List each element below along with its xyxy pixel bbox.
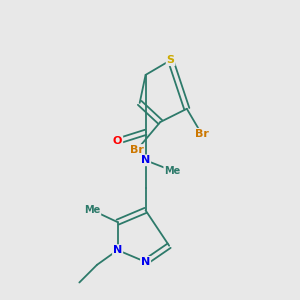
Text: O: O — [113, 136, 122, 146]
Text: Br: Br — [130, 145, 144, 155]
Text: N: N — [141, 155, 150, 165]
Text: Br: Br — [195, 129, 208, 139]
Text: N: N — [141, 257, 150, 267]
Text: Me: Me — [164, 166, 180, 176]
Text: N: N — [113, 245, 122, 255]
Text: Me: Me — [85, 206, 101, 215]
Text: S: S — [167, 55, 175, 65]
